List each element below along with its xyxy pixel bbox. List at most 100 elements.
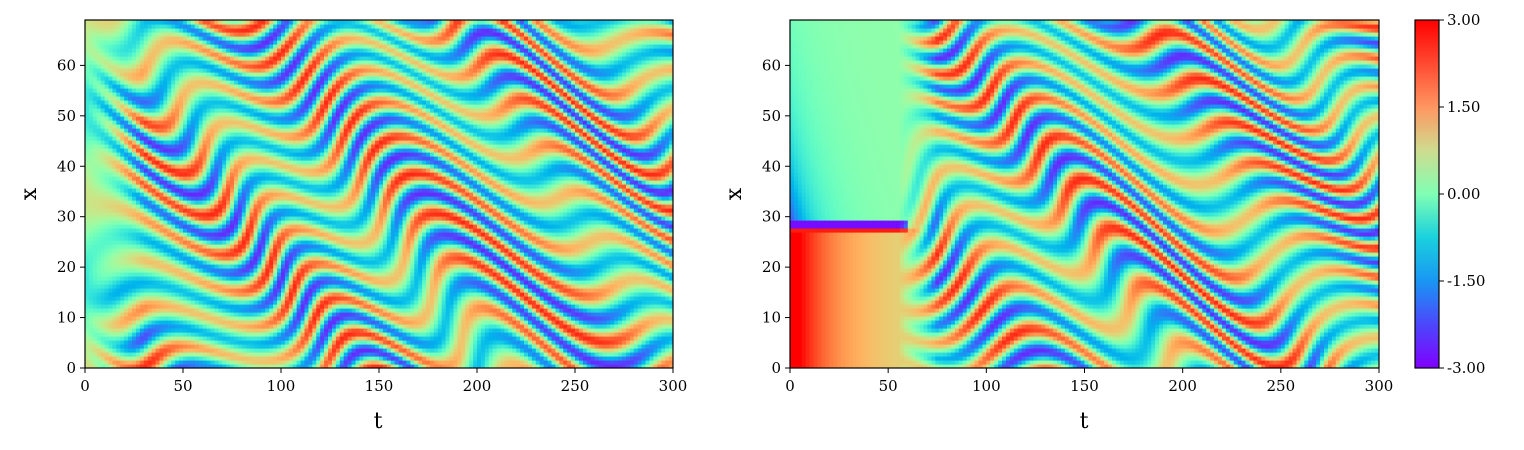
heatmap-cell	[163, 108, 168, 113]
heatmap-cell	[135, 308, 141, 313]
heatmap-cell	[308, 300, 313, 305]
heatmap-cell	[284, 44, 290, 49]
heatmap-cell	[249, 32, 255, 37]
heatmap-cell	[128, 124, 133, 129]
heatmap-cell	[281, 228, 286, 233]
heatmap-cell	[120, 96, 125, 101]
heatmap-cell	[226, 248, 231, 253]
heatmap-cell	[230, 60, 235, 65]
heatmap-cell	[96, 284, 102, 289]
heatmap-cell	[214, 228, 219, 233]
heatmap-cell	[100, 268, 106, 273]
heatmap-cell	[245, 216, 251, 221]
heatmap-cell	[124, 320, 129, 325]
heatmap-cell	[108, 84, 114, 89]
heatmap-cell	[155, 60, 161, 65]
heatmap-cell	[190, 80, 196, 85]
heatmap-cell	[151, 284, 157, 289]
heatmap-cell	[171, 28, 176, 33]
heatmap-cell	[214, 68, 219, 73]
heatmap-cell	[233, 64, 239, 69]
heatmap-cell	[171, 240, 176, 245]
heatmap-cell	[269, 28, 274, 33]
heatmap-cell	[265, 336, 270, 341]
heatmap-cell	[116, 108, 121, 113]
heatmap-cell	[112, 224, 117, 229]
heatmap-cell	[194, 196, 200, 201]
heatmap-cell	[171, 364, 176, 368]
heatmap-cell	[241, 364, 247, 368]
heatmap-cell	[269, 344, 274, 349]
heatmap-cell	[304, 92, 310, 97]
heatmap-cell	[249, 344, 255, 349]
heatmap-cell	[206, 212, 212, 217]
heatmap-cell	[147, 232, 153, 237]
heatmap-cell	[100, 284, 106, 289]
heatmap-cell	[281, 300, 286, 305]
heatmap-cell	[116, 224, 121, 229]
heatmap-cell	[135, 92, 141, 97]
heatmap-cell	[245, 352, 251, 357]
heatmap-cell	[230, 92, 235, 97]
heatmap-cell	[120, 128, 125, 133]
heatmap-cell	[175, 80, 180, 85]
heatmap-cell	[237, 160, 243, 165]
heatmap-cell	[163, 56, 168, 61]
heatmap-cell	[288, 248, 294, 253]
heatmap-cell	[253, 124, 259, 129]
heatmap-cell	[265, 348, 270, 353]
heatmap-cell	[186, 264, 192, 269]
heatmap-cell	[218, 156, 223, 161]
heatmap-cell	[257, 248, 262, 253]
heatmap-cell	[210, 192, 215, 197]
heatmap-cell	[124, 292, 129, 297]
heatmap-cell	[108, 348, 114, 353]
heatmap-cell	[269, 92, 274, 97]
heatmap-cell	[277, 28, 282, 33]
heatmap-cell	[226, 220, 231, 225]
heatmap-cell	[147, 252, 153, 257]
heatmap-cell	[179, 148, 184, 153]
heatmap-cell	[304, 132, 310, 137]
heatmap-cell	[112, 228, 117, 233]
heatmap-cell	[222, 268, 227, 273]
heatmap-cell	[202, 60, 208, 65]
heatmap-cell	[284, 172, 290, 177]
heatmap-cell	[88, 284, 94, 289]
heatmap-cell	[214, 96, 219, 101]
heatmap-cell	[241, 284, 247, 289]
heatmap-cell	[241, 104, 247, 109]
heatmap-cell	[143, 136, 149, 141]
heatmap-cell	[147, 100, 153, 105]
heatmap-cell	[194, 56, 200, 61]
heatmap-cell	[104, 36, 110, 41]
heatmap-cell	[237, 284, 243, 289]
heatmap-cell	[151, 120, 157, 125]
heatmap-cell	[124, 196, 129, 201]
heatmap-cell	[284, 148, 290, 153]
heatmap-cell	[175, 288, 180, 293]
heatmap-cell	[190, 308, 196, 313]
heatmap-cell	[210, 276, 215, 281]
heatmap-cell	[179, 160, 184, 165]
heatmap-cell	[288, 288, 294, 293]
heatmap-cell	[190, 168, 196, 173]
heatmap-cell	[249, 288, 255, 293]
heatmap-cell	[288, 88, 294, 93]
heatmap-cell	[202, 120, 208, 125]
heatmap-cell	[159, 296, 164, 301]
heatmap-cell	[249, 184, 255, 189]
heatmap-cell	[143, 168, 149, 173]
heatmap-cell	[135, 52, 141, 57]
heatmap-cell	[85, 300, 90, 305]
heatmap-cell	[257, 240, 262, 245]
heatmap-cell	[167, 124, 172, 129]
heatmap-cell	[104, 296, 110, 301]
heatmap-cell	[253, 80, 259, 85]
heatmap-cell	[96, 264, 102, 269]
heatmap-cell	[108, 116, 114, 121]
heatmap-cell	[128, 108, 133, 113]
heatmap-cell	[167, 148, 172, 153]
heatmap-cell	[88, 40, 94, 45]
heatmap-cell	[198, 196, 204, 201]
